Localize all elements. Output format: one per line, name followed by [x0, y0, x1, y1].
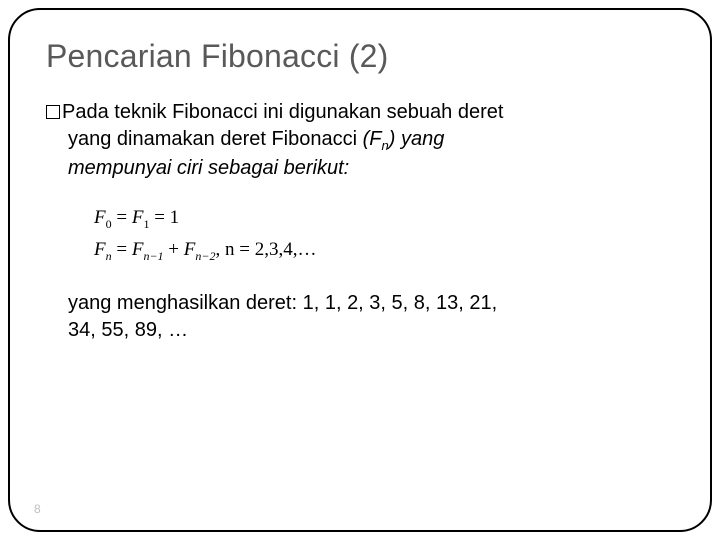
f-tail: , n = 2,3,4,…: [215, 239, 316, 260]
result-paragraph: yang menghasilkan deret: 1, 1, 2, 3, 5, …: [46, 290, 674, 344]
f-eq: =: [112, 239, 132, 260]
f-plus: +: [164, 239, 184, 260]
slide-frame: Pencarian Fibonacci (2) Pada teknik Fibo…: [8, 8, 712, 532]
result-line-1: yang menghasilkan deret: 1, 1, 2, 3, 5, …: [46, 290, 674, 317]
bullet-line-1: Pada teknik Fibonacci ini digunakan sebu…: [46, 99, 674, 126]
slide-title: Pencarian Fibonacci (2): [46, 38, 674, 75]
formula-block: F0 = F1 = 1 Fn = Fn−1 + Fn−2, n = 2,3,4,…: [46, 202, 674, 267]
bullet-sub-n: n: [382, 138, 389, 153]
formula-eq-1: F0 = F1 = 1: [94, 202, 674, 234]
bullet-text-1: Pada teknik Fibonacci ini digunakan sebu…: [62, 101, 503, 123]
bullet-text-2a: yang dinamakan deret Fibonacci: [68, 128, 363, 150]
f-var: F: [94, 239, 106, 260]
page-number: 8: [34, 502, 41, 516]
f-var: F: [132, 207, 144, 228]
f-rhs: = 1: [149, 207, 179, 228]
f-var: F: [132, 239, 144, 260]
f-eq: =: [112, 207, 132, 228]
bullet-text-2c: ) yang: [389, 128, 445, 150]
f-var: F: [184, 239, 196, 260]
bullet-line-3: mempunyai ciri sebagai berikut:: [46, 155, 674, 182]
bullet-line-2: yang dinamakan deret Fibonacci (Fn) yang: [46, 126, 674, 155]
f-sub: n−2: [195, 249, 215, 263]
bullet-paragraph: Pada teknik Fibonacci ini digunakan sebu…: [46, 99, 674, 182]
bullet-text-2b: (F: [363, 128, 382, 150]
square-bullet-icon: [46, 105, 60, 119]
result-line-2: 34, 55, 89, …: [46, 317, 674, 344]
f-var: F: [94, 207, 106, 228]
f-sub: n−1: [143, 249, 163, 263]
formula-eq-2: Fn = Fn−1 + Fn−2, n = 2,3,4,…: [94, 234, 674, 266]
